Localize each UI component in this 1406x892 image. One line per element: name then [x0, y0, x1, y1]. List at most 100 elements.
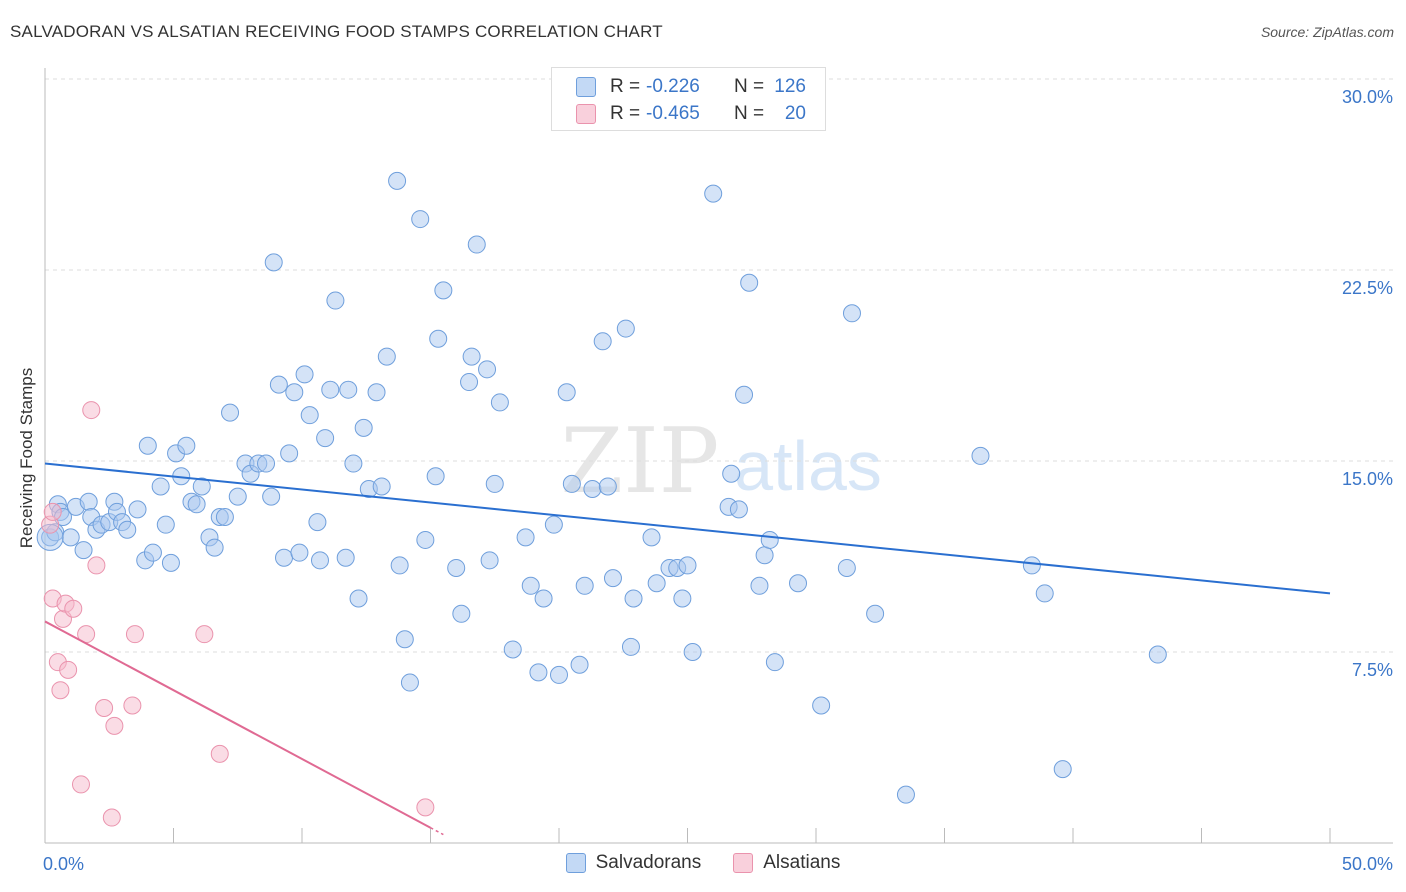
- legend-row-alsatians: R = -0.465 N = 20: [576, 101, 806, 127]
- salvadoran-point: [593, 332, 612, 351]
- salvadoran-point: [1022, 556, 1041, 575]
- tick-labels: 7.5% 15.0% 22.5% 30.0% 0.0% 50.0%: [43, 87, 1393, 874]
- alsatian-point: [123, 696, 142, 715]
- trend-lines: [44, 462, 1331, 836]
- salvadoran-point: [467, 235, 486, 254]
- salvadoran-point: [143, 543, 162, 562]
- salvadoran-point: [372, 477, 391, 496]
- salvadoran-point: [480, 551, 499, 570]
- alsatian-point: [59, 660, 78, 679]
- salvadoran-point: [704, 184, 723, 203]
- salvadoran-point: [61, 528, 80, 547]
- salvadoran-point: [729, 500, 748, 519]
- salvadoran-point: [228, 487, 247, 506]
- salvadoran-point: [760, 530, 779, 549]
- salvadoran-point: [416, 530, 435, 549]
- x-tick-label: 50.0%: [1342, 854, 1393, 874]
- salvadoran-point: [647, 574, 666, 593]
- alsatian-point: [64, 599, 83, 618]
- salvadoran-point: [1053, 760, 1072, 779]
- x-tick-label: 0.0%: [43, 854, 84, 874]
- salvadoran-point: [79, 492, 98, 511]
- salvadoran-point: [570, 655, 589, 674]
- salvadoran-point: [550, 665, 568, 684]
- salvadoran-point: [521, 576, 540, 595]
- salvadoran-point: [575, 576, 594, 595]
- alsatian-point: [51, 681, 70, 700]
- salvadoran-point: [837, 558, 856, 577]
- salvadoran-point: [336, 548, 355, 567]
- salvadoran-point: [400, 673, 419, 692]
- salvadoran-point: [426, 467, 445, 486]
- salvadoran-point: [187, 495, 206, 514]
- salvadoran-point: [866, 604, 885, 623]
- watermark-atlas: atlas: [734, 427, 882, 505]
- salvadoran-point: [842, 304, 861, 323]
- salvadoran-point: [308, 513, 327, 532]
- salvadoran-point: [205, 538, 224, 557]
- salvadoran-point: [310, 551, 329, 570]
- legend-r-value: -0.465: [646, 103, 700, 124]
- salvadoran-point: [971, 446, 990, 465]
- salvadoran-point: [395, 630, 414, 649]
- salvadoran-point: [490, 393, 509, 412]
- legend-swatch-pink: [733, 853, 754, 873]
- y-axis-label: Receiving Food Stamps: [17, 368, 36, 548]
- legend-n-value: 20: [784, 103, 806, 124]
- legend-row-salvadorans: R = -0.226 N = 126: [576, 74, 806, 100]
- salvadoran-point: [300, 406, 319, 425]
- y-tick-label: 30.0%: [1342, 87, 1393, 107]
- salvadoran-point: [462, 347, 481, 366]
- legend-label-alsatians: Alsatians: [763, 852, 841, 873]
- salvadoran-point: [583, 480, 602, 499]
- legend-n-label: N =: [734, 76, 765, 97]
- salvadoran-point: [221, 403, 240, 422]
- salvadoran-point: [390, 556, 409, 575]
- salvadoran-point: [151, 477, 170, 496]
- salvadoran-point: [344, 454, 363, 473]
- salvadoran-point: [1148, 645, 1167, 664]
- salvadoran-point: [722, 464, 741, 483]
- salvadoran-point: [534, 589, 553, 608]
- salvadoran-point: [603, 569, 622, 588]
- legend-r-value: -0.226: [646, 76, 700, 97]
- legend-item-alsatians: Alsatians: [733, 852, 840, 874]
- alsatian-point: [210, 744, 229, 763]
- legend-r-label: R =: [610, 103, 641, 124]
- salvadoran-point: [516, 528, 535, 547]
- salvadoran-point: [192, 477, 211, 496]
- salvadoran-point: [598, 477, 617, 496]
- salvadoran-point: [434, 281, 453, 300]
- salvadoran-point: [789, 574, 808, 593]
- salvadoran-point: [750, 576, 769, 595]
- legend-swatch-pink: [576, 104, 596, 124]
- salvadoran-point: [161, 553, 180, 572]
- salvadoran-point: [740, 273, 759, 292]
- legend-n-value: 126: [774, 76, 806, 97]
- legend-r-label: R =: [610, 76, 641, 97]
- salvadoran-point: [257, 454, 276, 473]
- salvadoran-point: [557, 383, 576, 402]
- salvadoran-point: [339, 380, 358, 399]
- legend-n-label: N =: [734, 103, 765, 124]
- legend-swatch-blue: [565, 853, 586, 873]
- salvadoran-point: [138, 436, 157, 455]
- legend: R = -0.226 N = 126 R = -0.465 N = 20: [551, 67, 826, 131]
- salvadoran-point: [388, 171, 407, 190]
- salvadoran-point: [485, 474, 504, 493]
- alsatians-trend-line: [44, 620, 431, 829]
- salvadoran-point: [683, 643, 702, 661]
- watermark: ZIP atlas: [561, 409, 882, 514]
- salvadoran-point: [290, 543, 309, 562]
- alsatian-point: [416, 798, 435, 817]
- legend-swatch-blue: [576, 77, 596, 97]
- salvadoran-point: [562, 474, 581, 493]
- salvadoran-point: [624, 589, 643, 608]
- alsatian-point: [43, 502, 62, 521]
- salvadoran-point: [503, 640, 522, 659]
- salvadoran-point: [280, 444, 299, 463]
- salvadoran-point: [673, 589, 692, 608]
- salvadoran-point: [349, 589, 368, 608]
- salvadoran-point: [411, 210, 430, 229]
